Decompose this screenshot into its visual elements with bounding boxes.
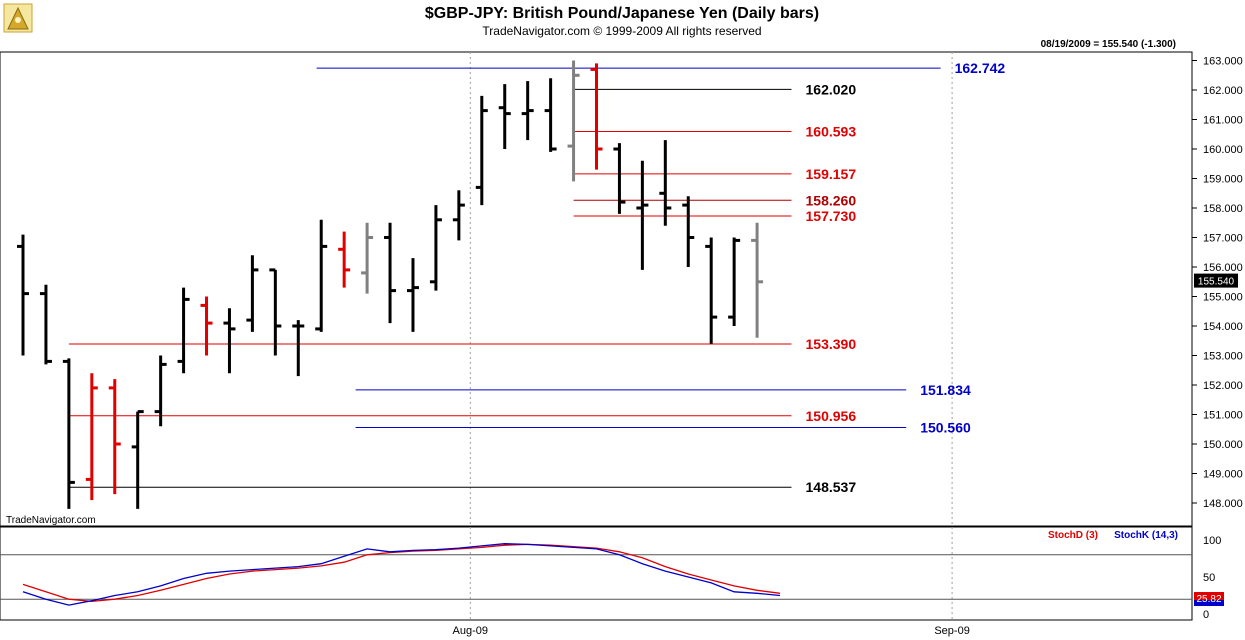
stoch-last-label: 25.82 [1196, 594, 1221, 605]
level-label: 159.157 [806, 166, 857, 182]
level-label: 160.593 [806, 124, 857, 140]
price-tick-label: 160.000 [1203, 144, 1243, 156]
price-tick-label: 154.000 [1203, 321, 1243, 333]
chart-subtitle: TradeNavigator.com © 1999-2009 All right… [482, 24, 761, 38]
stoch-d-line [22, 543, 781, 603]
stoch-tick-label: 50 [1203, 572, 1215, 584]
stoch-tick-label: 100 [1203, 535, 1221, 547]
price-tick-label: 159.000 [1203, 174, 1243, 186]
price-tick-label: 158.000 [1203, 203, 1243, 215]
status-readout: 08/19/2009 = 155.540 (-1.300) [1041, 39, 1176, 50]
price-tick-label: 162.000 [1203, 85, 1243, 97]
level-label: 151.834 [920, 382, 971, 398]
date-axis: Aug-09 Sep-09 [453, 625, 970, 637]
price-tick-label: 161.000 [1203, 115, 1243, 127]
chart-title: $GBP-JPY: British Pound/Japanese Yen (Da… [425, 5, 819, 22]
price-tick-label: 149.000 [1203, 469, 1243, 481]
price-tick-label: 148.000 [1203, 498, 1243, 510]
price-tick-label: 157.000 [1203, 233, 1243, 245]
level-label: 150.956 [806, 408, 857, 424]
price-tick-label: 156.000 [1203, 262, 1243, 274]
last-price-tag: 155.540 [1194, 273, 1238, 288]
stoch-k-line [22, 543, 781, 606]
stoch-k-legend: StochK (14,3) [1114, 530, 1178, 541]
date-tick-label: Aug-09 [453, 625, 488, 637]
level-label: 157.730 [806, 208, 857, 224]
level-label: 148.537 [806, 479, 857, 495]
last-price-label: 155.540 [1198, 277, 1235, 288]
trade-navigator-logo-icon [3, 3, 33, 33]
date-tick-label: Sep-09 [934, 625, 969, 637]
stochastic-panel [0, 526, 1193, 621]
stoch-d-legend: StochD (3) [1048, 530, 1098, 541]
level-label: 162.742 [955, 60, 1006, 76]
stoch-tick-label: 0 [1203, 609, 1209, 621]
stochastic-plot [0, 543, 1192, 606]
stochastic-axis: 100 50 0 [1203, 535, 1221, 621]
price-tick-label: 155.000 [1203, 292, 1243, 304]
watermark: TradeNavigator.com [6, 515, 96, 526]
price-bars [17, 60, 764, 509]
level-label: 158.260 [806, 192, 857, 208]
level-label: 150.560 [920, 420, 971, 436]
price-tick-label: 153.000 [1203, 351, 1243, 363]
level-label: 153.390 [806, 336, 857, 352]
price-tick-label: 151.000 [1203, 410, 1243, 422]
stoch-last-tag: 25.82 [1194, 592, 1224, 606]
price-tick-label: 152.000 [1203, 380, 1243, 392]
level-label: 162.020 [806, 81, 857, 97]
support-resistance-levels: 162.742 162.020 160.593 159.157 158.260157.7… [68, 60, 1006, 495]
price-tick-label: 163.000 [1203, 56, 1243, 68]
price-tick-label: 150.000 [1203, 439, 1243, 451]
price-axis: 163.000 162.000 161.000 160.000 159.000 158.0… [1192, 56, 1243, 510]
